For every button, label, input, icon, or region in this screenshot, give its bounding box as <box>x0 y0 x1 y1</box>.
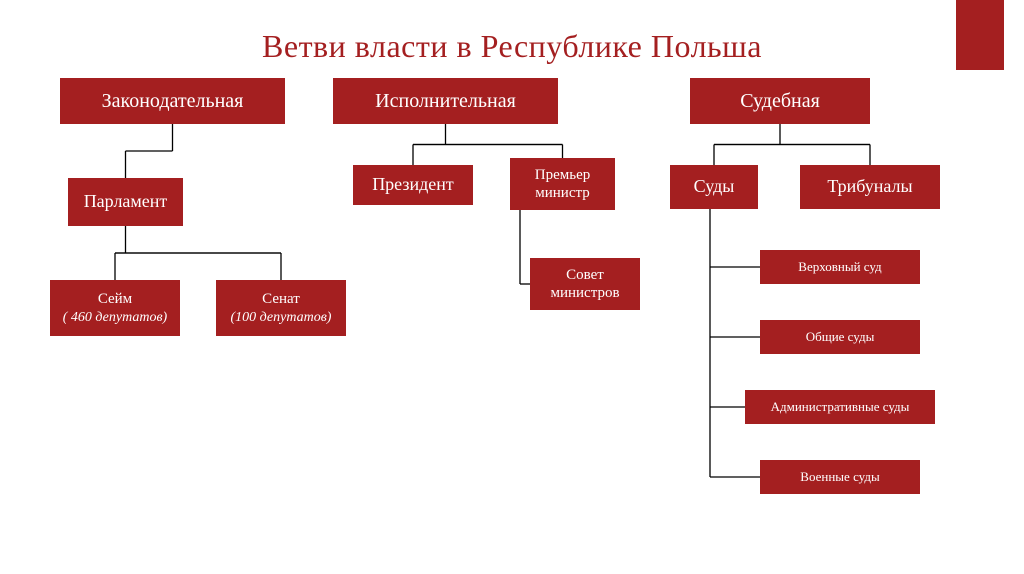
node-label: Административные суды <box>771 399 910 415</box>
node-courts: Суды <box>670 165 758 209</box>
node-label: Общие суды <box>806 329 875 345</box>
node-label: Исполнительная <box>375 89 516 113</box>
node-parliament: Парламент <box>68 178 183 226</box>
node-label: Верховный суд <box>798 259 881 275</box>
node-common: Общие суды <box>760 320 920 354</box>
node-administrative: Административные суды <box>745 390 935 424</box>
node-label: Военные суды <box>800 469 879 485</box>
page-title: Ветви власти в Республике Польша <box>0 0 1024 77</box>
node-sublabel: (100 депутатов) <box>231 310 332 327</box>
node-executive: Исполнительная <box>333 78 558 124</box>
node-premier: Премьер министр <box>510 158 615 210</box>
node-president: Президент <box>353 165 473 205</box>
node-label: Законодательная <box>102 89 244 113</box>
node-label: Судебная <box>740 89 820 113</box>
corner-accent <box>956 0 1004 70</box>
node-military: Военные суды <box>760 460 920 494</box>
node-judicial: Судебная <box>690 78 870 124</box>
node-sejm: Сейм ( 460 депутатов) <box>50 280 180 336</box>
node-council: Совет министров <box>530 258 640 310</box>
node-senate: Сенат (100 депутатов) <box>216 280 346 336</box>
node-sublabel: ( 460 депутатов) <box>63 310 167 327</box>
node-label: Парламент <box>84 191 168 213</box>
node-label: Совет министров <box>536 266 634 302</box>
node-label: Премьер министр <box>516 166 609 202</box>
node-legislative: Законодательная <box>60 78 285 124</box>
node-label: Сейм <box>98 290 132 308</box>
node-label: Президент <box>372 174 454 196</box>
node-label: Сенат <box>262 290 300 308</box>
node-label: Суды <box>694 176 735 198</box>
node-tribunals: Трибуналы <box>800 165 940 209</box>
node-supreme: Верховный суд <box>760 250 920 284</box>
node-label: Трибуналы <box>827 176 912 198</box>
